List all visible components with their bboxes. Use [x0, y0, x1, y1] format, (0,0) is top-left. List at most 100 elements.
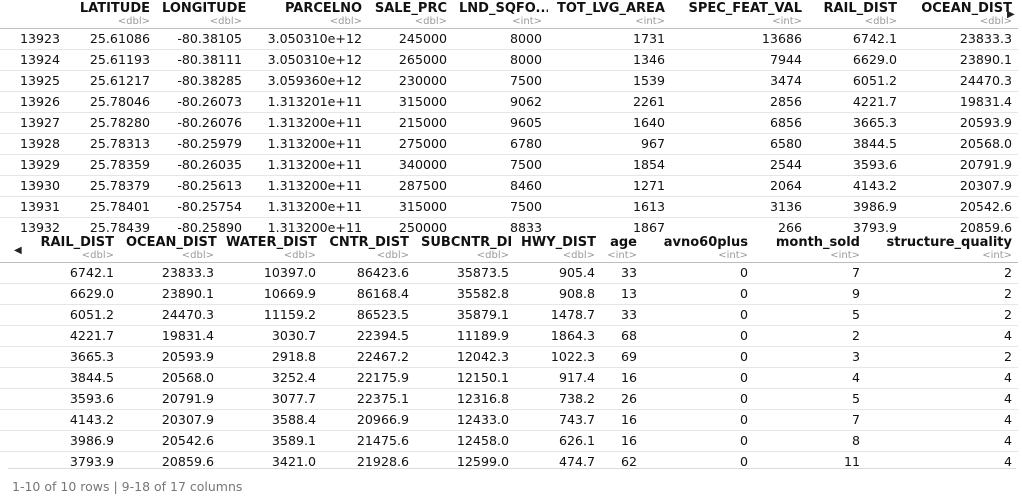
table-cell: 8 [754, 430, 866, 452]
column-header[interactable]: TOT_LVG_AREA <int> [548, 0, 671, 29]
row-name: 13932 [0, 217, 68, 238]
column-header[interactable]: WATER_DIST <dbl> [220, 234, 322, 263]
table-cell: 3793.9 [808, 217, 903, 238]
table-cell: 22175.9 [322, 367, 415, 389]
column-header[interactable]: LONGITUDE <dbl> [156, 0, 248, 29]
column-name [6, 0, 62, 1]
table-cell: 1864.3 [515, 325, 601, 347]
table-cell: 26 [601, 388, 643, 410]
column-header[interactable]: SUBCNTR_DI <dbl> [415, 234, 515, 263]
table-cell: 2918.8 [220, 346, 322, 368]
table-cell: 3588.4 [220, 409, 322, 431]
table-cell: 1.313200e+11 [248, 112, 368, 134]
table-cell: 23890.1 [903, 49, 1018, 71]
table-cell: 917.4 [515, 367, 601, 389]
column-header[interactable]: SPEC_FEAT_VAL <int> [671, 0, 808, 29]
table-row: 13924 25.61193 -80.38111 3.050310e+12 265000… [0, 49, 1018, 71]
table-cell: 0 [643, 346, 754, 368]
table-cell: -80.25754 [156, 196, 248, 218]
column-name: avno60plus [663, 235, 748, 250]
column-name: WATER_DIST [226, 235, 317, 250]
column-header[interactable]: avno60plus <int> [643, 234, 754, 263]
table-cell: 4 [866, 367, 1018, 389]
column-header[interactable]: OCEAN_DIST <dbl> [903, 0, 1018, 29]
column-type: <dbl> [329, 16, 362, 27]
table-cell: 20542.6 [120, 430, 220, 452]
table-cell: -80.26076 [156, 112, 248, 134]
table-cell: 6051.2 [0, 304, 120, 326]
column-header[interactable]: HWY_DIST <dbl> [515, 234, 601, 263]
table-cell: -80.38111 [156, 49, 248, 71]
table-cell: 4 [866, 388, 1018, 410]
table-cell: 68 [601, 325, 643, 347]
table-cell: 6780 [453, 133, 548, 155]
column-header[interactable]: LATITUDE <dbl> [68, 0, 156, 29]
column-header[interactable]: month_sold <int> [754, 234, 866, 263]
table-row: 13931 25.78401 -80.25754 1.313200e+11 315000… [0, 196, 1018, 218]
table-cell: 11 [754, 451, 866, 472]
column-header[interactable]: LND_SQFO... <int> [453, 0, 548, 29]
column-header[interactable]: RAIL_DIST <dbl> [0, 234, 120, 263]
table-cell: 3986.9 [808, 196, 903, 218]
column-type: <dbl> [864, 16, 897, 27]
table-cell: 8000 [453, 49, 548, 71]
table-cell: 35873.5 [415, 262, 515, 284]
table-cell: 6742.1 [0, 262, 120, 284]
table-cell: 69 [601, 346, 643, 368]
table-cell: 1539 [548, 70, 671, 92]
table-cell: 4 [866, 409, 1018, 431]
table-cell: 7 [754, 262, 866, 284]
table-cell: 3 [754, 346, 866, 368]
table-cell: 4 [866, 430, 1018, 452]
column-name: OCEAN_DIST [126, 235, 217, 250]
table-cell: 25.78439 [68, 217, 156, 238]
column-header[interactable]: age <int> [601, 234, 643, 263]
table-cell: 11159.2 [220, 304, 322, 326]
table-cell: 20307.9 [120, 409, 220, 431]
column-type: <int> [772, 16, 802, 27]
column-header[interactable]: RAIL_DIST <dbl> [808, 0, 903, 29]
row-name: 13930 [0, 175, 68, 197]
table-cell: 3030.7 [220, 325, 322, 347]
table-cell: 23833.3 [120, 262, 220, 284]
column-name: PARCELNO [284, 1, 362, 16]
table-row: 6742.1 23833.3 10397.0 86423.6 35873.5 905.4 3… [0, 262, 1018, 284]
table-cell: 1.313200e+11 [248, 217, 368, 238]
table-cell: 21928.6 [322, 451, 415, 472]
table-cell: 0 [643, 388, 754, 410]
table-cell: 2 [866, 304, 1018, 326]
table-cell: 1346 [548, 49, 671, 71]
next-columns-arrow-icon[interactable]: ▶ [1007, 9, 1015, 20]
table-cell: 20568.0 [903, 133, 1018, 155]
table-row: 6629.0 23890.1 10669.9 86168.4 35582.8 908.8 1… [0, 283, 1018, 305]
table-cell: 12042.3 [415, 346, 515, 368]
table-cell: 340000 [368, 154, 453, 176]
table-cell: 4221.7 [0, 325, 120, 347]
table-row: 4143.2 20307.9 3588.4 20966.9 12433.0 743.7 16… [0, 409, 1018, 431]
column-name: SALE_PRC [374, 1, 447, 16]
table-cell: 25.61193 [68, 49, 156, 71]
table-cell: 12458.0 [415, 430, 515, 452]
table-cell: 19831.4 [120, 325, 220, 347]
table-cell: 738.2 [515, 388, 601, 410]
table-cell: 1613 [548, 196, 671, 218]
table-cell: 8000 [453, 28, 548, 50]
column-header[interactable]: structure_quality <int> [866, 234, 1018, 263]
column-header[interactable] [0, 0, 68, 29]
table-cell: 2 [866, 283, 1018, 305]
column-header[interactable]: CNTR_DIST <dbl> [322, 234, 415, 263]
column-header[interactable]: PARCELNO <dbl> [248, 0, 368, 29]
previous-columns-arrow-icon[interactable]: ◀ [14, 245, 22, 256]
column-header[interactable]: SALE_PRC <dbl> [368, 0, 453, 29]
table-cell: 0 [643, 304, 754, 326]
column-name: month_sold [775, 235, 860, 250]
table-cell: 743.7 [515, 409, 601, 431]
column-header[interactable]: OCEAN_DIST <dbl> [120, 234, 220, 263]
table-row: 4221.7 19831.4 3030.7 22394.5 11189.9 1864.3 6… [0, 325, 1018, 347]
table-cell: 25.78313 [68, 133, 156, 155]
table-cell: 2064 [671, 175, 808, 197]
table-cell: 2544 [671, 154, 808, 176]
table-cell: 0 [643, 451, 754, 472]
table-cell: 23833.3 [903, 28, 1018, 50]
table-row: 3844.5 20568.0 3252.4 22175.9 12150.1 917.4 16… [0, 367, 1018, 389]
